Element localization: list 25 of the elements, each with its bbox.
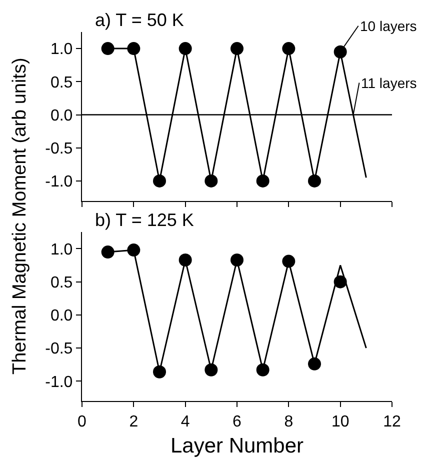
x-tick-label: 12 bbox=[383, 413, 401, 430]
y-axis-title: Thermal Magnetic Moment (arb units) bbox=[10, 58, 30, 374]
chart-title: b) T = 125 K bbox=[95, 210, 194, 230]
x-tick-label: 10 bbox=[331, 413, 350, 430]
y-tick-label: -1.0 bbox=[45, 174, 73, 191]
y-tick-label: 0.5 bbox=[50, 74, 73, 92]
point bbox=[101, 246, 114, 259]
series-label: 11 layers bbox=[361, 75, 417, 91]
point bbox=[101, 42, 114, 56]
y-tick-label: -1.0 bbox=[45, 374, 73, 391]
x-tick-label: 6 bbox=[232, 413, 242, 430]
x-axis-title: Layer Number bbox=[170, 434, 304, 458]
x-tick-label: 4 bbox=[180, 413, 190, 430]
chart-title: a) T = 50 K bbox=[95, 10, 184, 30]
y-tick-label: 0.0 bbox=[50, 107, 73, 124]
y-tick-label: 1.0 bbox=[50, 241, 73, 258]
y-tick-label: 0.5 bbox=[50, 274, 73, 292]
x-tick-label: 0 bbox=[78, 413, 87, 430]
series-label: 10 layers bbox=[360, 18, 417, 34]
x-tick-label: 8 bbox=[284, 413, 294, 430]
y-tick-label: 0.0 bbox=[50, 308, 73, 325]
x-tick-label: 2 bbox=[129, 413, 138, 430]
y-tick-label: 1.0 bbox=[50, 41, 73, 58]
y-tick-label: -0.5 bbox=[45, 140, 73, 158]
y-tick-label: -0.5 bbox=[45, 340, 73, 358]
